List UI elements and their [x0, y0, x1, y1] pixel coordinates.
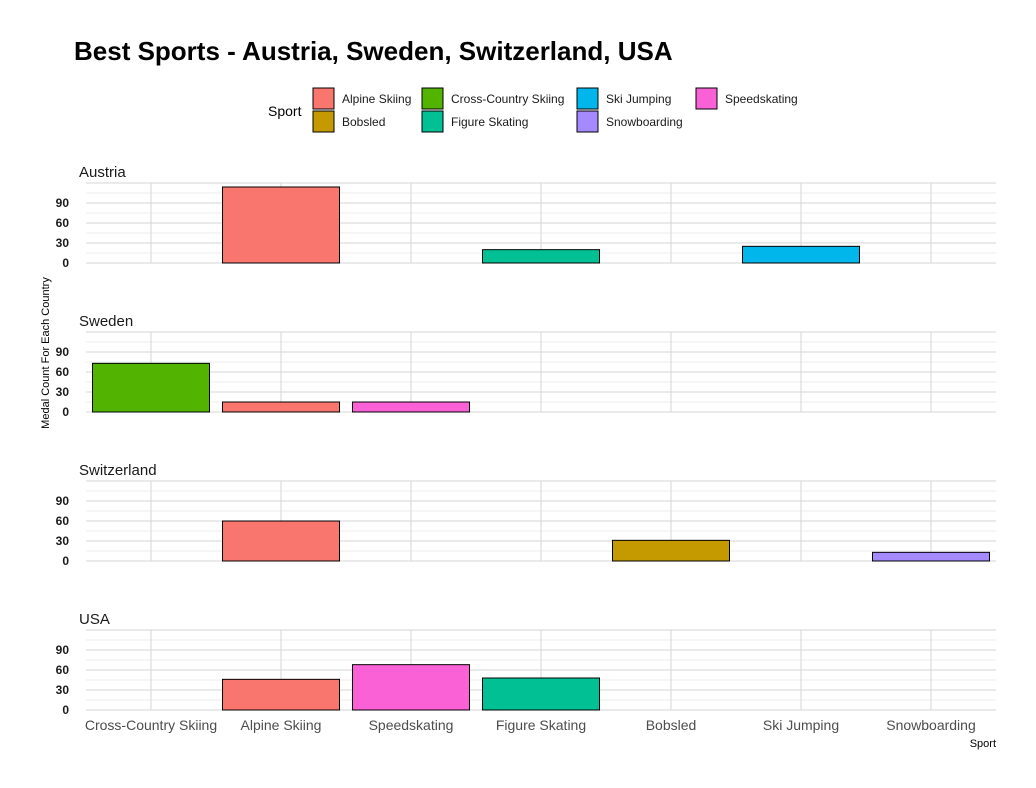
legend-swatch [421, 110, 444, 133]
x-tick-label: Snowboarding [886, 717, 976, 733]
legend-swatch [576, 110, 599, 133]
y-tick-label: 90 [56, 196, 70, 210]
y-tick-label: 0 [62, 256, 69, 270]
bar-sweden-speedskating [352, 401, 470, 413]
legend-swatch [312, 87, 335, 110]
bar-usa-figure-skating [482, 677, 600, 711]
bar-switzerland-snowboarding [872, 551, 990, 562]
x-tick-label: Alpine Skiing [241, 717, 322, 733]
y-tick-label: 0 [62, 703, 69, 717]
legend-item-figure-skating: Figure Skating [421, 110, 528, 133]
y-tick-label: 0 [62, 405, 69, 419]
x-tick-label: Cross-Country Skiing [85, 717, 217, 733]
legend-label: Speedskating [725, 92, 798, 106]
y-tick-label: 90 [56, 494, 70, 508]
facet-label: Sweden [79, 313, 133, 330]
facet-panels: Austria 0 30 60 90 Sweden 0 30 60 90 Switzerland 0 3… [56, 164, 996, 717]
bar-usa-alpine-skiing [222, 678, 340, 711]
legend-label: Snowboarding [606, 115, 683, 129]
chart-title: Best Sports - Austria, Sweden, Switzerla… [74, 36, 673, 66]
legend-swatch [421, 87, 444, 110]
legend-swatch [695, 87, 718, 110]
panel-austria: Austria 0 30 60 90 [56, 164, 996, 270]
bar-austria-ski-jumping [742, 245, 860, 264]
bar-switzerland-alpine-skiing [222, 520, 340, 562]
facet-label: Switzerland [79, 462, 157, 479]
legend-swatch [576, 87, 599, 110]
y-axis-title: Medal Count For Each Country [40, 277, 52, 429]
y-tick-label: 0 [62, 554, 69, 568]
y-tick-label: 90 [56, 643, 70, 657]
legend-label: Ski Jumping [606, 92, 671, 106]
y-tick-label: 30 [56, 385, 70, 399]
legend-item-cross-country-skiing: Cross-Country Skiing [421, 87, 564, 110]
legend-label: Figure Skating [451, 115, 528, 129]
legend-title: Sport [268, 103, 302, 119]
y-tick-label: 30 [56, 534, 70, 548]
bar-switzerland-bobsled [612, 539, 730, 562]
legend-label: Cross-Country Skiing [451, 92, 564, 106]
legend-item-snowboarding: Snowboarding [576, 110, 683, 133]
bar-usa-speedskating [352, 664, 470, 711]
x-tick-label: Figure Skating [496, 717, 586, 733]
x-axis-ticks: Cross-Country Skiing Alpine Skiing Speedsk… [85, 717, 976, 733]
y-tick-label: 60 [56, 216, 70, 230]
x-tick-label: Ski Jumping [763, 717, 839, 733]
bar-austria-alpine-skiing [222, 186, 340, 264]
legend-label: Bobsled [342, 115, 385, 129]
legend-swatch [312, 110, 335, 133]
bar-sweden-cross-country-skiing [92, 362, 210, 413]
x-tick-label: Bobsled [646, 717, 697, 733]
x-axis-title: Sport [970, 738, 996, 750]
panel-switzerland: Switzerland 0 30 60 90 [56, 462, 996, 568]
legend-item-ski-jumping: Ski Jumping [576, 87, 671, 110]
y-tick-label: 30 [56, 236, 70, 250]
x-tick-label: Speedskating [369, 717, 454, 733]
legend-item-bobsled: Bobsled [312, 110, 385, 133]
panel-usa: USA 0 30 60 90 [56, 611, 996, 717]
y-tick-label: 90 [56, 345, 70, 359]
legend-item-speedskating: Speedskating [695, 87, 798, 110]
y-tick-label: 30 [56, 683, 70, 697]
panel-sweden: Sweden 0 30 60 90 [56, 313, 996, 419]
bar-sweden-alpine-skiing [222, 401, 340, 413]
y-tick-label: 60 [56, 663, 70, 677]
bar-austria-figure-skating [482, 249, 600, 264]
y-tick-label: 60 [56, 365, 70, 379]
legend: Sport Alpine Skiing Bobsled Cross-Country … [268, 87, 798, 133]
legend-label: Alpine Skiing [342, 92, 411, 106]
facet-label: Austria [79, 164, 126, 181]
facet-label: USA [79, 611, 110, 628]
legend-item-alpine-skiing: Alpine Skiing [312, 87, 411, 110]
y-tick-label: 60 [56, 514, 70, 528]
